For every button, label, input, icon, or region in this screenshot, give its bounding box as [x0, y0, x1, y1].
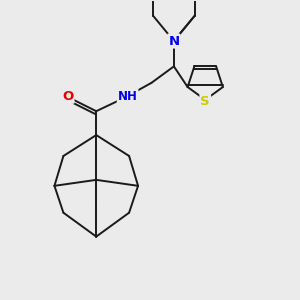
Text: S: S	[200, 95, 210, 108]
Text: O: O	[62, 90, 74, 103]
Text: NH: NH	[118, 90, 137, 103]
Text: N: N	[168, 34, 179, 47]
